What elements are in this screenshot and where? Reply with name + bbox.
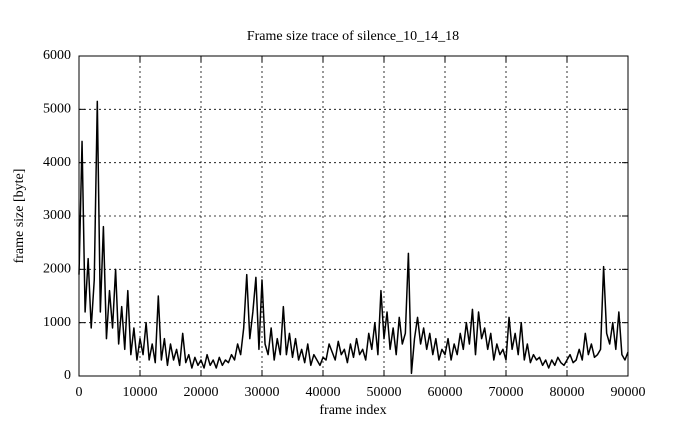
y-tick-label: 4000 bbox=[43, 155, 71, 170]
y-tick-label: 3000 bbox=[43, 208, 71, 223]
x-tick-label: 60000 bbox=[428, 385, 463, 400]
x-tick-label: 30000 bbox=[245, 385, 280, 400]
y-tick-label: 5000 bbox=[43, 102, 71, 117]
x-tick-label: 80000 bbox=[550, 385, 585, 400]
x-tick-label: 0 bbox=[76, 385, 83, 400]
x-axis-label: frame index bbox=[319, 403, 386, 418]
y-tick-label: 6000 bbox=[43, 48, 71, 63]
x-tick-label: 20000 bbox=[184, 385, 219, 400]
chart-title: Frame size trace of silence_10_14_18 bbox=[247, 29, 459, 44]
y-axis-label: frame size [byte] bbox=[12, 169, 27, 264]
plot-frame bbox=[78, 55, 629, 377]
x-tick-label: 70000 bbox=[489, 385, 524, 400]
x-tick-label: 50000 bbox=[367, 385, 402, 400]
x-tick-label: 10000 bbox=[123, 385, 158, 400]
x-tick-label: 90000 bbox=[611, 385, 646, 400]
y-tick-label: 2000 bbox=[43, 262, 71, 277]
y-tick-label: 0 bbox=[64, 368, 71, 383]
x-tick-label: 40000 bbox=[306, 385, 341, 400]
y-tick-label: 1000 bbox=[43, 315, 71, 330]
data-line bbox=[78, 100, 629, 375]
